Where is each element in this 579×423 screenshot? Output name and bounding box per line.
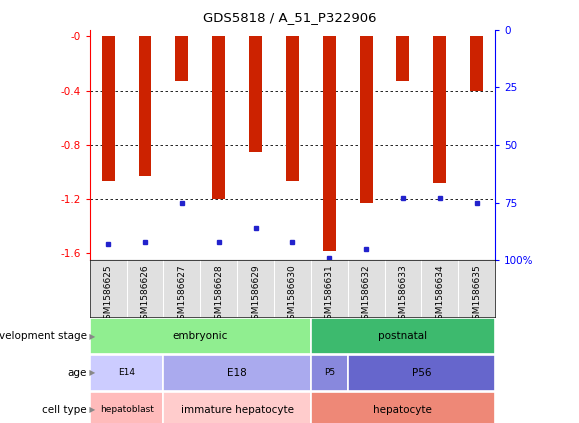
Text: GSM1586634: GSM1586634 xyxy=(435,265,444,325)
Text: hepatoblast: hepatoblast xyxy=(100,405,153,414)
Text: GSM1586628: GSM1586628 xyxy=(214,265,223,325)
Bar xyxy=(249,36,262,152)
Bar xyxy=(470,36,483,91)
Text: age: age xyxy=(68,368,87,378)
Text: ▶: ▶ xyxy=(87,332,95,341)
Text: embryonic: embryonic xyxy=(173,331,228,341)
Text: cell type: cell type xyxy=(42,405,87,415)
Text: P5: P5 xyxy=(324,368,335,377)
Text: immature hepatocyte: immature hepatocyte xyxy=(181,405,294,415)
Text: ▶: ▶ xyxy=(87,405,95,414)
Text: GSM1586629: GSM1586629 xyxy=(251,265,260,325)
Bar xyxy=(90,355,163,391)
Bar xyxy=(163,355,311,391)
Text: GDS5818 / A_51_P322906: GDS5818 / A_51_P322906 xyxy=(203,11,376,24)
Bar xyxy=(347,355,495,391)
Bar xyxy=(323,36,336,251)
Bar xyxy=(90,318,311,354)
Text: postnatal: postnatal xyxy=(378,331,427,341)
Bar xyxy=(212,36,225,199)
Text: E14: E14 xyxy=(118,368,135,377)
Text: GSM1586631: GSM1586631 xyxy=(325,265,334,325)
Text: ▶: ▶ xyxy=(87,368,95,377)
Text: GSM1586625: GSM1586625 xyxy=(104,265,113,325)
Bar xyxy=(163,392,311,423)
Bar xyxy=(433,36,446,183)
Text: P56: P56 xyxy=(412,368,431,378)
Bar xyxy=(90,392,163,423)
Text: GSM1586627: GSM1586627 xyxy=(177,265,186,325)
Bar xyxy=(360,36,372,203)
Bar xyxy=(102,36,115,181)
Text: GSM1586626: GSM1586626 xyxy=(141,265,149,325)
Bar xyxy=(138,36,152,176)
Bar xyxy=(311,392,495,423)
Bar xyxy=(286,36,299,181)
Text: E18: E18 xyxy=(227,368,247,378)
Text: GSM1586635: GSM1586635 xyxy=(472,265,481,325)
Text: GSM1586633: GSM1586633 xyxy=(398,265,408,325)
Text: hepatocyte: hepatocyte xyxy=(373,405,433,415)
Bar xyxy=(311,355,347,391)
Bar xyxy=(175,36,188,81)
Text: GSM1586632: GSM1586632 xyxy=(362,265,371,325)
Text: development stage: development stage xyxy=(0,331,87,341)
Bar xyxy=(397,36,409,81)
Bar xyxy=(311,318,495,354)
Text: GSM1586630: GSM1586630 xyxy=(288,265,297,325)
